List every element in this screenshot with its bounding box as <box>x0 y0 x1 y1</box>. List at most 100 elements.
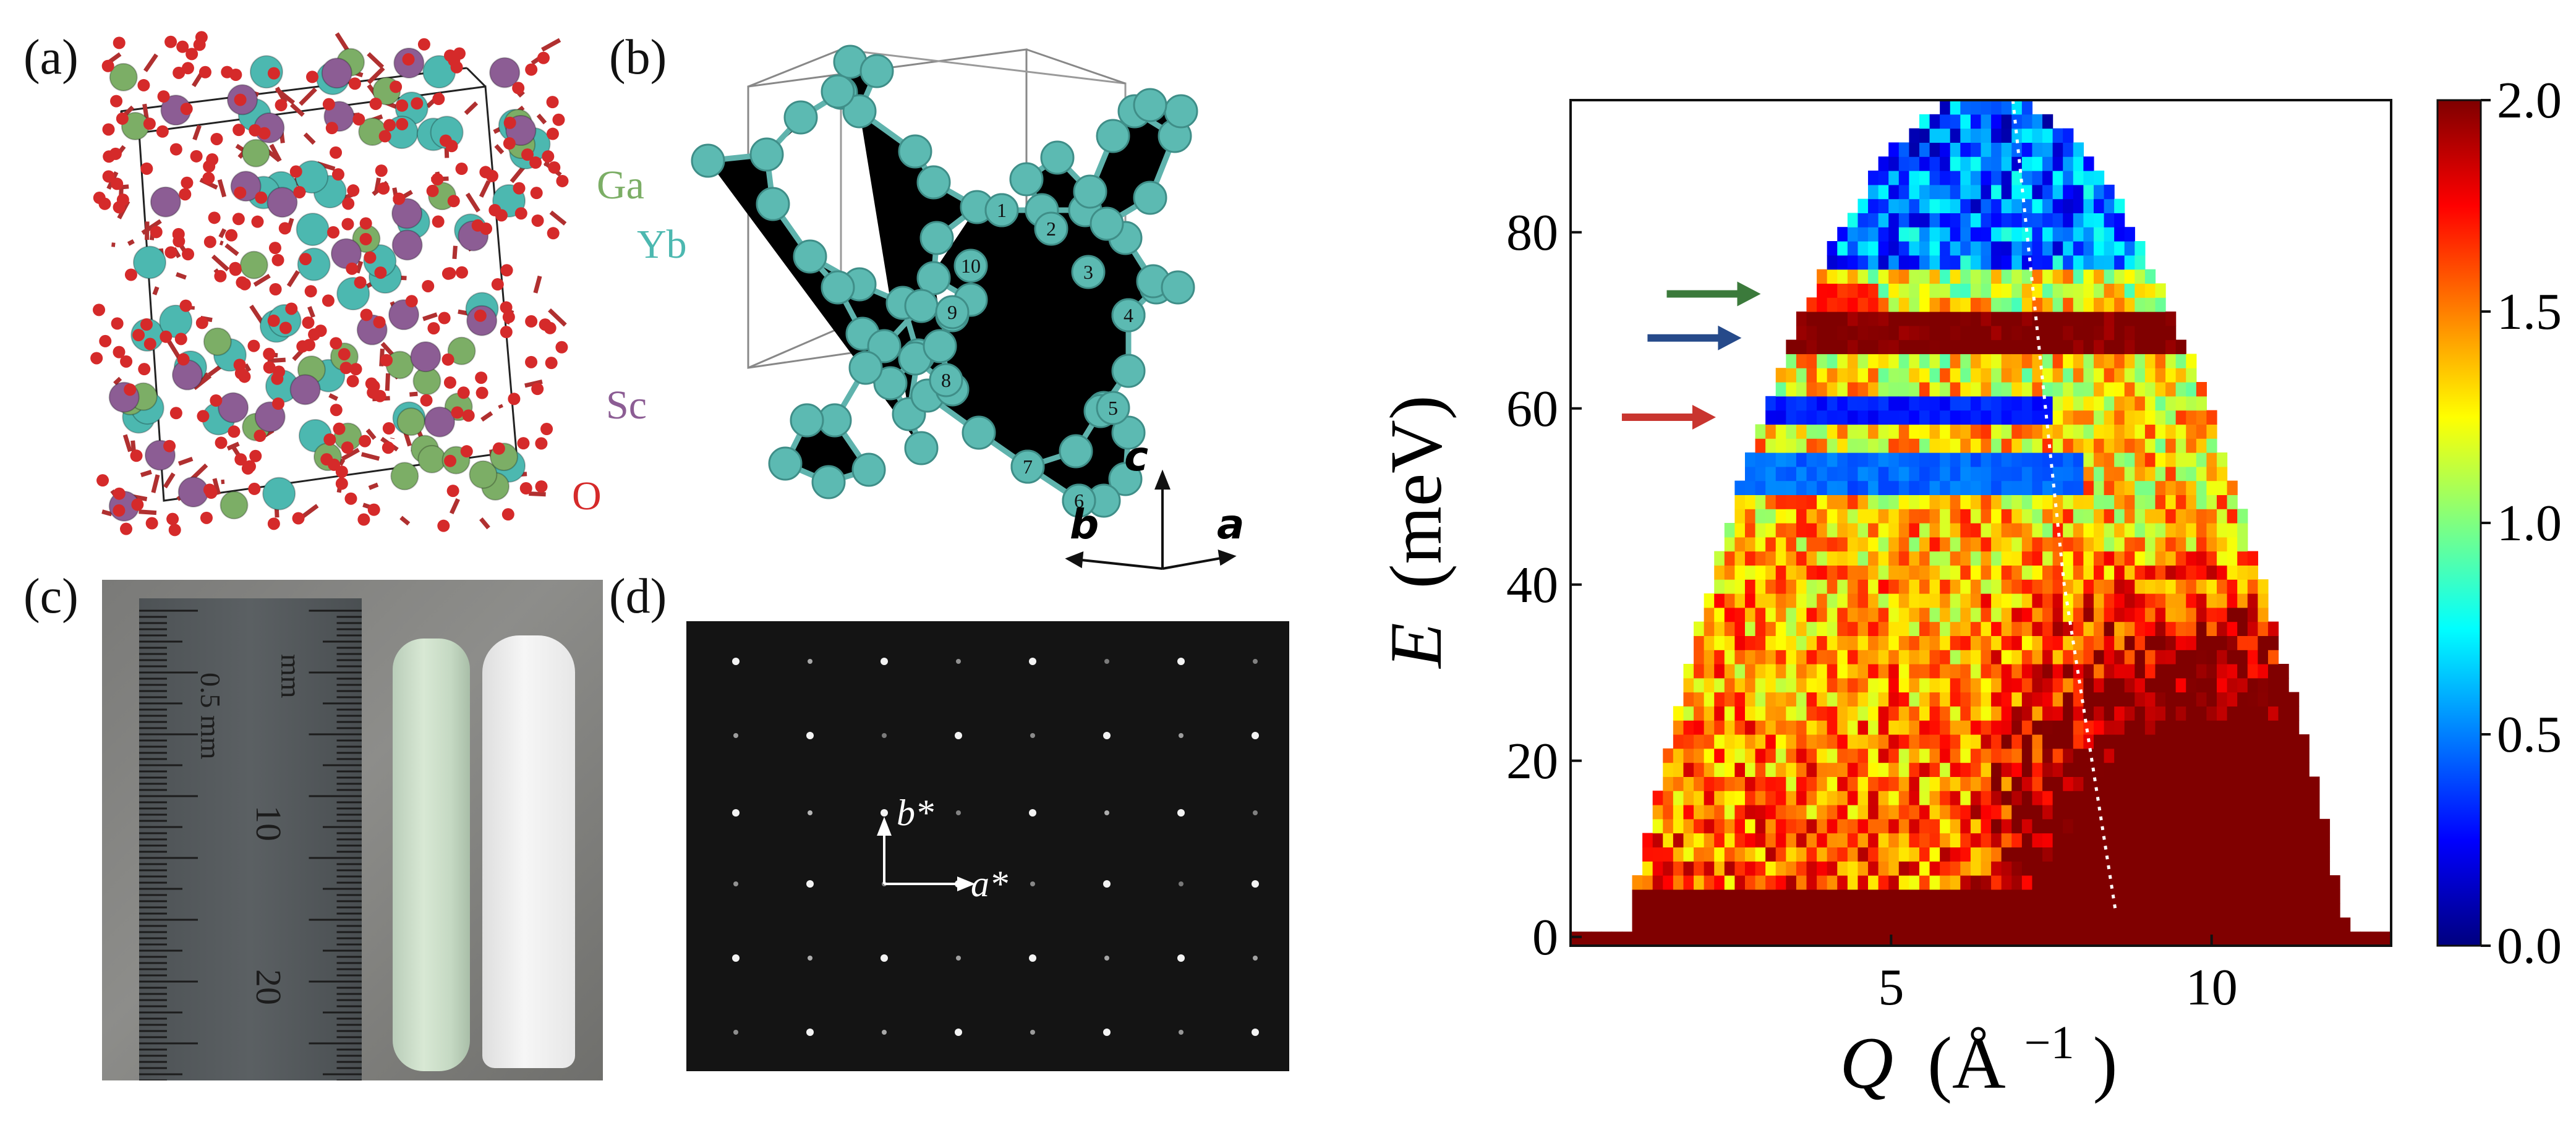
heatmap-cell <box>1775 537 1786 552</box>
heatmap-cell <box>2227 889 2238 904</box>
heatmap-cell <box>1857 438 1869 453</box>
heatmap-cell <box>1929 480 1940 495</box>
heatmap-cell <box>2011 833 2023 847</box>
oxygen-atom <box>251 215 264 228</box>
oxygen-atom <box>432 215 445 228</box>
heatmap-cell <box>2083 382 2094 397</box>
oxygen-atom <box>306 70 319 83</box>
atom <box>296 213 330 247</box>
heatmap-cell <box>1847 368 1859 383</box>
heatmap-cell <box>1888 325 1900 341</box>
heatmap-cell <box>2032 368 2043 383</box>
heatmap-cell <box>2227 537 2238 552</box>
heatmap-cell <box>1878 579 1889 594</box>
heatmap-cell <box>1940 706 1951 721</box>
y-tick-label: 40 <box>1506 556 1558 614</box>
oxygen-atom <box>335 477 348 490</box>
heatmap-cell <box>1714 706 1725 721</box>
x-tick-label: 10 <box>2186 959 2238 1016</box>
heatmap-cell <box>2135 607 2146 622</box>
heatmap-cell <box>2165 452 2177 467</box>
heatmap-cell <box>1898 438 1909 453</box>
oxygen-atom <box>427 322 440 335</box>
heatmap-cell <box>2186 818 2197 834</box>
heatmap-cell <box>1878 917 1889 932</box>
oxygen-atom <box>375 164 388 177</box>
oxygen-atom <box>304 285 317 298</box>
heatmap-cell <box>1878 847 1889 862</box>
heatmap-cell <box>1981 931 1992 946</box>
yb-atom <box>842 94 877 129</box>
heatmap-cell <box>2267 748 2279 763</box>
colorbar-ticks: 0.00.51.01.52.0 <box>2481 74 2562 975</box>
heatmap-cell <box>1960 917 1971 932</box>
heatmap-cell <box>2124 255 2135 270</box>
heatmap-cell <box>2093 931 2105 946</box>
heatmap-cell <box>2073 269 2084 284</box>
heatmap-cell <box>2083 198 2094 213</box>
heatmap-cell <box>2073 480 2084 495</box>
heatmap-cell <box>2124 861 2135 876</box>
heatmap-cell <box>1878 227 1889 242</box>
heatmap-cell <box>1755 621 1766 636</box>
heatmap-cell <box>2052 198 2063 213</box>
heatmap-cell <box>2001 748 2012 763</box>
heatmap-cell <box>2001 509 2012 524</box>
heatmap-cell <box>1755 523 1766 538</box>
heatmap-cell <box>2063 480 2074 495</box>
heatmap-cell <box>1940 875 1951 890</box>
oxygen-atom <box>120 522 133 535</box>
heatmap-cell <box>1857 791 1869 805</box>
heatmap-cell <box>1724 889 1735 904</box>
heatmap-cell <box>2073 706 2084 721</box>
heatmap-cell <box>1817 466 1828 482</box>
heatmap-cell <box>1837 650 1848 664</box>
heatmap-cell <box>2052 325 2063 341</box>
colorbar-tick-label: 1.0 <box>2497 494 2562 552</box>
heatmap-cell <box>2021 466 2033 482</box>
heatmap-cell <box>1909 917 1920 932</box>
heatmap-cell <box>1827 861 1838 876</box>
heatmap-cell <box>2001 100 2012 115</box>
heatmap-cell <box>1981 805 1992 820</box>
heatmap-cell <box>1878 635 1889 650</box>
heatmap-cell <box>1919 424 1930 439</box>
heatmap-cell <box>1817 607 1828 622</box>
heatmap-cell <box>2206 692 2217 707</box>
heatmap-cell <box>1817 818 1828 834</box>
heatmap-cell <box>2083 480 2094 495</box>
heatmap-cell <box>1837 903 1848 918</box>
ruler: 0.5 mm mm 10 20 <box>139 598 362 1080</box>
oxygen-atom <box>110 95 123 108</box>
heatmap-cell <box>1817 931 1828 946</box>
heatmap-cell <box>2042 339 2054 354</box>
heatmap-cell <box>1970 410 1982 425</box>
heatmap-cell <box>2063 818 2074 834</box>
heatmap-cell <box>2278 762 2289 777</box>
atom <box>150 186 181 218</box>
heatmap-cell <box>1868 198 1879 213</box>
heatmap-cell <box>1806 734 1817 749</box>
heatmap-cell <box>1765 494 1776 509</box>
heatmap-cell <box>1786 494 1797 509</box>
heatmap-cell <box>2237 579 2248 594</box>
heatmap-cell <box>1694 762 1705 777</box>
heatmap-cell <box>2124 325 2135 341</box>
heatmap-cell <box>1765 635 1776 650</box>
heatmap-cell <box>1970 621 1982 636</box>
heatmap-cell <box>1775 607 1786 622</box>
heatmap-cell <box>2278 706 2289 721</box>
heatmap-cell <box>1775 776 1786 791</box>
heatmap-cell <box>2083 664 2094 679</box>
heatmap-cell <box>2186 354 2197 368</box>
heatmap-cell <box>2186 917 2197 932</box>
heatmap-cell <box>2021 565 2033 580</box>
heatmap-cell <box>2104 241 2115 256</box>
heatmap-cell <box>2001 762 2012 777</box>
heatmap-cell <box>2042 156 2054 171</box>
oxygen-atom <box>203 236 216 248</box>
heatmap-cell <box>1724 903 1735 918</box>
heatmap-cell <box>1960 805 1971 820</box>
heatmap-cell <box>1827 551 1838 566</box>
heatmap-cell <box>2155 861 2166 876</box>
